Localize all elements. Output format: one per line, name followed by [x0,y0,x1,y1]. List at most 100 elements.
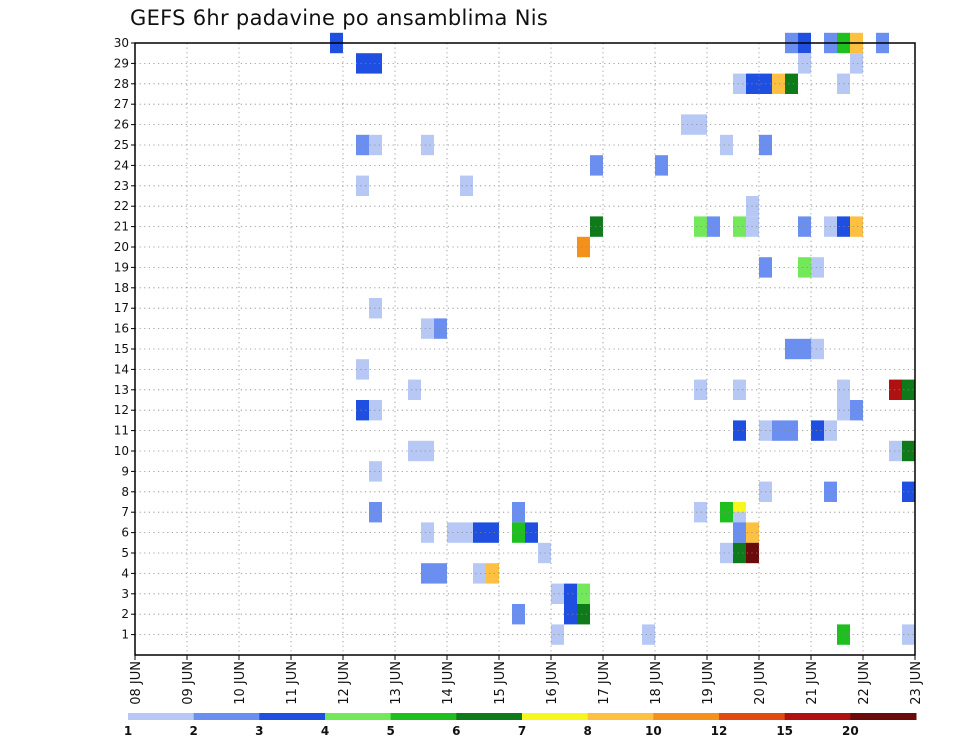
y-tick-label: 26 [114,118,129,132]
heatmap-cell [577,604,590,625]
heatmap-cell [356,53,369,74]
heatmap-cell [811,257,824,278]
y-tick-label: 17 [114,301,129,315]
heatmap-cell [720,134,733,156]
y-tick-label: 22 [114,199,129,213]
x-axis: 08 JUN 09 JUN 10 JUN 11 JUN 12 JUN 13 JUN 14 J… [129,655,924,705]
heatmap-cell [473,522,486,543]
x-tick-label: 13 JUN [389,661,404,705]
legend-label: 8 [583,724,591,738]
heatmap-cell [408,440,421,462]
legend-swatch [259,713,326,720]
heatmap-cell [421,134,434,156]
x-tick-label: 16 JUN [545,661,560,705]
heatmap-cell [356,175,369,196]
heatmap-cell [590,216,603,237]
heatmap-cell [369,134,382,156]
y-tick-label: 20 [114,240,129,254]
heatmap-cell [642,624,655,645]
grid-layer [135,43,915,655]
heatmap-cell [850,216,863,237]
legend-label: 15 [776,724,793,738]
heatmap-cell [434,318,447,339]
heatmap-cell [590,155,603,176]
heatmap-cell [694,114,707,135]
heatmap-cell [785,420,798,441]
heatmap-cell [733,522,746,543]
heatmap-cell [720,542,733,564]
heatmap-cell [733,420,746,441]
legend-swatch [390,713,457,720]
x-tick-label: 08 JUN [129,661,144,705]
y-tick-label: 9 [121,464,129,478]
y-tick-label: 12 [114,403,129,417]
y-tick-label: 23 [114,179,129,193]
heatmap-cell [694,379,707,400]
heatmap-cell [577,236,590,258]
y-tick-label: 25 [114,138,129,152]
heatmap-cell [369,461,382,482]
heatmap-cell [798,338,811,360]
y-tick-label: 4 [121,566,129,580]
heatmap-cell [551,583,564,604]
x-tick-label: 20 JUN [753,661,768,705]
legend-swatch [850,713,917,720]
legend-label: 1 [124,724,132,738]
x-tick-label: 18 JUN [649,661,664,705]
legend-label: 10 [645,724,662,738]
heatmap-cell [733,216,746,237]
heatmap-cell [421,522,434,543]
heatmap-cell [486,522,499,543]
chart-title: GEFS 6hr padavine po ansamblima Nis [130,6,549,30]
heatmap-cell [720,502,733,523]
x-tick-label: 10 JUN [233,661,248,705]
heatmap-cell [889,440,902,462]
y-tick-label: 27 [114,97,129,111]
heatmap-cell [408,379,421,400]
x-tick-label: 14 JUN [441,661,456,705]
heatmap-cell [369,502,382,523]
heatmap-cell [785,338,798,360]
legend-label: 12 [711,724,728,738]
heatmap-cell [889,379,902,400]
heatmap-cell [551,624,564,645]
y-tick-label: 21 [114,220,129,234]
y-tick-label: 7 [121,505,129,519]
y-tick-label: 2 [121,607,129,621]
heatmap-cell [369,400,382,421]
heatmap-cell [434,563,447,584]
y-tick-label: 24 [114,158,129,172]
heatmap-cell [733,542,746,564]
y-axis: 1234567891011121314151617181920212223242… [114,36,135,642]
legend-label: 20 [842,724,859,738]
y-tick-label: 11 [114,424,129,438]
heatmap-cell [811,420,824,441]
legend-label: 7 [518,724,526,738]
y-tick-label: 16 [114,322,129,336]
y-tick-label: 5 [121,546,129,560]
heatmap-cell [811,338,824,360]
heatmap-cell [421,318,434,339]
heatmap-cell [772,420,785,441]
x-tick-label: 22 JUN [857,661,872,705]
legend-label: 2 [189,724,197,738]
cells-layer [330,32,915,645]
x-tick-label: 12 JUN [337,661,352,705]
heatmap-cell [850,53,863,74]
heatmap-cell [707,216,720,237]
legend-swatch [587,713,654,720]
heatmap-cell [733,379,746,400]
heatmap-cell [798,53,811,74]
x-tick-label: 21 JUN [805,661,820,705]
heatmap-cell [486,563,499,584]
y-tick-label: 29 [114,56,129,70]
y-tick-label: 18 [114,281,129,295]
y-tick-label: 8 [121,485,129,499]
legend-swatch [128,713,195,720]
heatmap-cell [473,563,486,584]
legend-swatch [325,713,392,720]
heatmap-cell [694,502,707,523]
heatmap-cell [772,73,785,94]
y-tick-label: 14 [114,362,129,376]
